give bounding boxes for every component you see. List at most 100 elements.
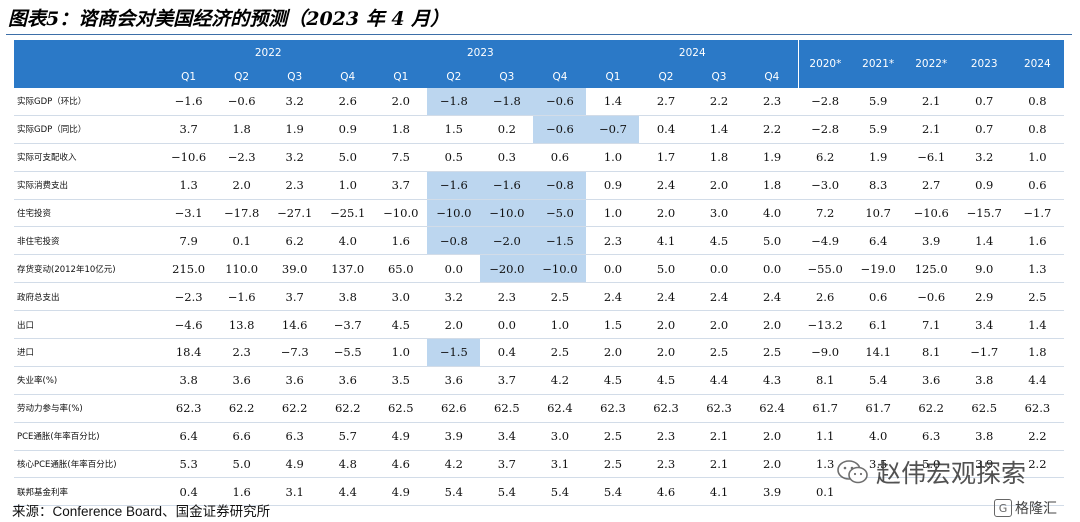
table-cell: 1.8: [374, 115, 428, 144]
table-cell: 5.7: [321, 422, 375, 451]
table-cell: 1.8: [692, 143, 746, 172]
table-cell: −3.7: [321, 310, 375, 340]
table-cell: 2.3: [639, 450, 693, 479]
table-cell: 5.0: [904, 450, 958, 479]
table-cell: 2.0: [427, 310, 481, 340]
table-cell: 2.1: [692, 422, 746, 451]
table-cell: [957, 477, 1011, 507]
table-cell: −6.1: [904, 143, 958, 172]
table-cell: 3.7: [374, 171, 428, 200]
table-cell: 4.1: [639, 226, 693, 256]
quarter-header: Q4: [321, 65, 375, 88]
table-cell: 3.7: [162, 115, 216, 144]
table-cell: 2.4: [639, 282, 693, 312]
table-cell: 1.0: [321, 171, 375, 200]
table-cell: 2.3: [480, 282, 534, 312]
table-cell: 0.7: [957, 88, 1011, 116]
table-cell: 2.0: [586, 338, 640, 367]
table-cell: −0.6: [904, 282, 958, 312]
table-cell: 2.2: [745, 115, 799, 144]
quarter-header: Q4: [533, 65, 587, 88]
table-cell: 0.7: [957, 115, 1011, 144]
table-cell: 3.7: [480, 450, 534, 479]
table-cell: 2.1: [904, 115, 958, 144]
table-cell: 62.3: [692, 394, 746, 423]
table-cell: 3.4: [480, 422, 534, 451]
table-cell: 9.0: [957, 254, 1011, 284]
table-cell: 1.7: [639, 143, 693, 172]
table-cell: 2.4: [639, 171, 693, 200]
table-cell: 8.1: [904, 338, 958, 367]
row-label: 出口: [14, 310, 163, 340]
table-cell: 4.9: [268, 450, 322, 479]
table-cell: 1.8: [1010, 338, 1064, 367]
table-cell: 3.8: [162, 366, 216, 395]
table-cell: 3.6: [215, 366, 269, 395]
table-cell: 3.9: [904, 226, 958, 256]
table-cell: −1.6: [162, 88, 216, 116]
table-cell: 4.9: [374, 422, 428, 451]
table-cell: 3.0: [692, 199, 746, 228]
table-cell: −1.6: [480, 171, 534, 200]
table-cell: 0.6: [851, 282, 905, 312]
table-cell: 62.2: [268, 394, 322, 423]
table-cell: 5.9: [851, 88, 905, 116]
table-cell: 6.2: [798, 143, 852, 172]
table-cell: 62.3: [162, 394, 216, 423]
table-cell: 62.3: [1010, 394, 1064, 423]
wechat-icon: [837, 460, 868, 484]
table-cell: 2.2: [1010, 422, 1064, 451]
table-cell: 0.0: [692, 254, 746, 284]
table-cell: 0.6: [533, 143, 587, 172]
corner-logo: G 格隆汇: [994, 497, 1057, 519]
table-cell: 0.4: [639, 115, 693, 144]
row-label: 劳动力参与率(%): [14, 394, 163, 423]
table-cell: 4.5: [374, 310, 428, 340]
table-cell: 62.3: [586, 394, 640, 423]
header-corner: [14, 40, 163, 88]
table-cell: 8.3: [851, 171, 905, 200]
table-cell: 1.8: [745, 171, 799, 200]
table-cell: 1.0: [533, 310, 587, 340]
table-cell: 8.1: [798, 366, 852, 395]
table-cell: −1.6: [215, 282, 269, 312]
table-cell: −10.6: [904, 199, 958, 228]
table-cell: 6.1: [851, 310, 905, 340]
annual-header: 2024: [1010, 40, 1064, 88]
table-cell: 1.0: [586, 199, 640, 228]
quarter-header: Q1: [586, 65, 640, 88]
table-cell: 14.6: [268, 310, 322, 340]
table-cell: 2.7: [904, 171, 958, 200]
table-cell: 62.2: [904, 394, 958, 423]
table-cell: −1.7: [1010, 199, 1064, 228]
table-cell: 1.4: [692, 115, 746, 144]
table-cell: 4.5: [586, 366, 640, 395]
table-cell: 1.3: [1010, 254, 1064, 284]
table-cell: −2.8: [798, 88, 852, 116]
table-cell: 2.0: [745, 310, 799, 340]
table-cell: 2.0: [639, 199, 693, 228]
row-label: 实际消费支出: [14, 171, 163, 200]
table-cell: −15.7: [957, 199, 1011, 228]
quarter-header: Q4: [745, 65, 799, 88]
table-row: 存货变动(2012年10亿元) 215.0 110.0 39.0 137.0 65.0 0.…: [14, 254, 1064, 284]
table-cell: 1.6: [1010, 226, 1064, 256]
row-label: 实际GDP（同比）: [14, 115, 163, 144]
table-cell: −0.7: [586, 115, 640, 144]
table-cell: 1.8: [215, 115, 269, 144]
corner-logo-text: 格隆汇: [1015, 501, 1057, 517]
table-cell: 5.0: [639, 254, 693, 284]
table-cell: −5.5: [321, 338, 375, 367]
table-cell: −1.5: [427, 338, 481, 367]
table-cell: 7.1: [904, 310, 958, 340]
table-cell: 2.1: [692, 450, 746, 479]
table-cell: −1.8: [427, 88, 481, 116]
table-cell: 3.9: [957, 450, 1011, 479]
table-cell: 0.4: [480, 338, 534, 367]
table-cell: −2.0: [480, 226, 534, 256]
table-row: 实际GDP（同比） 3.7 1.8 1.9 0.9 1.8 1.5 0.2 −0.6 −0.7 0.…: [14, 115, 1064, 144]
table-cell: −55.0: [798, 254, 852, 284]
row-label: 实际可支配收入: [14, 143, 163, 172]
table-cell: −3.0: [798, 171, 852, 200]
table-cell: 2.0: [745, 450, 799, 479]
